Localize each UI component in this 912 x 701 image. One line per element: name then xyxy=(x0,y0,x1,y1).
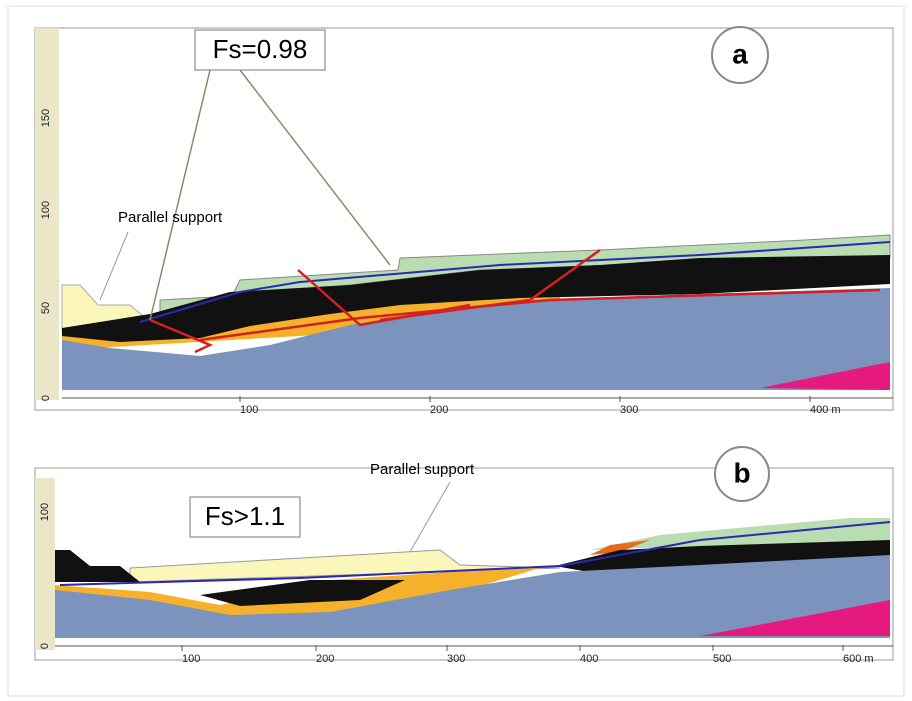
x-tick-label: 600 m xyxy=(843,653,874,665)
panel-label-circle xyxy=(714,446,770,502)
water-table xyxy=(59,521,891,586)
x-tick-label: 400 m xyxy=(810,404,841,416)
fs-label: Fs=0.98 xyxy=(213,34,308,64)
callout-line xyxy=(149,69,211,321)
magenta-layer xyxy=(760,362,890,390)
fs-box xyxy=(194,29,326,71)
water-table xyxy=(139,241,891,323)
x-tick-label: 300 xyxy=(620,404,638,416)
fs-label: Fs>1.1 xyxy=(205,501,285,531)
x-tick-label: 300 xyxy=(447,653,465,665)
x-tick-label: 400 xyxy=(580,653,598,665)
magenta-layer xyxy=(700,600,890,636)
x-tick-label: 100 xyxy=(240,404,258,416)
orange-patch xyxy=(590,540,650,555)
fs-box xyxy=(189,496,301,538)
x-tick-label: 200 xyxy=(316,653,334,665)
black-lens xyxy=(200,580,405,606)
y-tick-label: 0 xyxy=(39,643,51,649)
annotation: Parallel support xyxy=(118,209,223,226)
callout-line xyxy=(239,69,391,266)
cover-layer xyxy=(590,518,890,550)
panel-label: b xyxy=(733,457,750,488)
outer-frame xyxy=(7,5,905,697)
y-tick-label: 150 xyxy=(40,109,52,127)
anchors xyxy=(149,248,881,354)
panel-label-circle xyxy=(711,26,769,84)
black-layer xyxy=(62,255,890,342)
panel-label: a xyxy=(732,38,748,69)
callout-line xyxy=(409,481,451,553)
x-tick-label: 200 xyxy=(430,404,448,416)
black-layer xyxy=(555,540,890,574)
y-tick-label: 0 xyxy=(40,395,52,401)
y-tick-label: 100 xyxy=(40,201,52,219)
x-tick-label: 500 xyxy=(713,653,731,665)
y-tick-label: 50 xyxy=(40,302,52,314)
y-axis-strip xyxy=(35,478,55,650)
panel-b: Parallel support Fs>1.1 b xyxy=(34,446,894,661)
x-tick-label: 100 xyxy=(182,653,200,665)
y-tick-label: 100 xyxy=(39,503,51,521)
callout-line xyxy=(99,231,129,301)
panel-a: Fs=0.98 Parallel support a xyxy=(34,26,894,411)
annotation: Parallel support xyxy=(370,461,475,478)
black-layer xyxy=(55,550,140,582)
bedrock xyxy=(62,288,890,390)
y-axis-strip xyxy=(35,28,59,400)
bedrock xyxy=(55,555,890,638)
